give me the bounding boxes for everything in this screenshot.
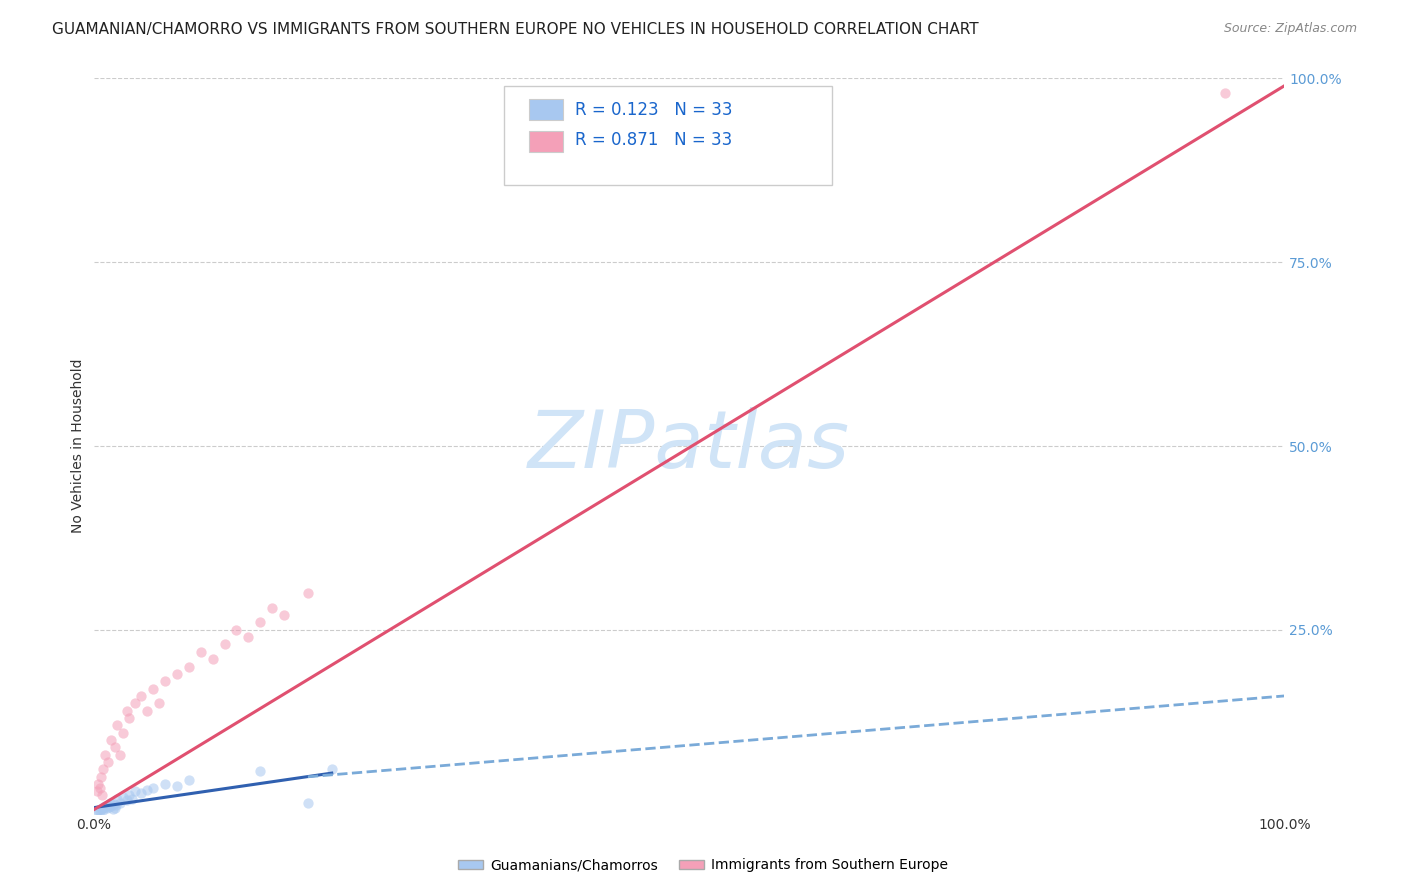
Point <box>90 770 112 784</box>
Point <box>105 798 128 813</box>
Point <box>297 586 319 600</box>
Point <box>91 763 114 777</box>
Point <box>89 780 111 795</box>
Point <box>86 784 108 798</box>
Point <box>297 796 319 810</box>
Point <box>105 792 128 806</box>
Point <box>201 652 224 666</box>
Point <box>118 788 141 802</box>
Point <box>94 799 117 814</box>
Point <box>98 800 121 814</box>
Point <box>104 800 127 814</box>
Point <box>94 747 117 762</box>
Point <box>249 615 271 630</box>
Point <box>100 799 122 814</box>
Point <box>153 674 176 689</box>
Point <box>96 800 118 814</box>
Text: R = 0.123   N = 33: R = 0.123 N = 33 <box>575 101 733 119</box>
Text: ZIPatlas: ZIPatlas <box>527 407 851 485</box>
Point <box>108 747 131 762</box>
Point <box>129 786 152 800</box>
Point <box>166 666 188 681</box>
Point <box>190 645 212 659</box>
Point <box>112 790 135 805</box>
Point <box>153 777 176 791</box>
Point <box>148 696 170 710</box>
Point <box>93 801 115 815</box>
Text: Source: ZipAtlas.com: Source: ZipAtlas.com <box>1223 22 1357 36</box>
Point <box>91 803 114 817</box>
Point <box>104 740 127 755</box>
Point <box>86 805 108 819</box>
Point <box>225 623 247 637</box>
Text: R = 0.871   N = 33: R = 0.871 N = 33 <box>575 131 733 149</box>
Point <box>87 803 110 817</box>
Point <box>142 681 165 696</box>
Point <box>89 804 111 818</box>
Point <box>177 659 200 673</box>
Point <box>214 638 236 652</box>
Point <box>97 797 120 812</box>
Point <box>118 711 141 725</box>
Point <box>90 800 112 814</box>
Point <box>97 755 120 769</box>
Point <box>121 792 143 806</box>
Point <box>1213 86 1236 100</box>
Point <box>87 777 110 791</box>
Point <box>249 764 271 778</box>
Point <box>115 704 138 718</box>
Point <box>124 784 146 798</box>
Point <box>129 689 152 703</box>
Point <box>105 718 128 732</box>
FancyBboxPatch shape <box>505 86 832 185</box>
Point <box>98 796 121 810</box>
Point <box>100 733 122 747</box>
Point <box>136 783 159 797</box>
Point <box>108 796 131 810</box>
Point <box>124 696 146 710</box>
Point <box>101 802 124 816</box>
FancyBboxPatch shape <box>530 99 562 120</box>
Point <box>103 797 125 811</box>
Point <box>90 802 112 816</box>
Point <box>142 780 165 795</box>
Point <box>136 704 159 718</box>
Point <box>273 608 295 623</box>
Point <box>166 779 188 793</box>
Text: GUAMANIAN/CHAMORRO VS IMMIGRANTS FROM SOUTHERN EUROPE NO VEHICLES IN HOUSEHOLD C: GUAMANIAN/CHAMORRO VS IMMIGRANTS FROM SO… <box>52 22 979 37</box>
Point <box>321 763 343 777</box>
Y-axis label: No Vehicles in Household: No Vehicles in Household <box>72 359 86 533</box>
Point <box>262 600 284 615</box>
FancyBboxPatch shape <box>530 131 562 152</box>
Point <box>115 793 138 807</box>
Legend: Guamanians/Chamorros, Immigrants from Southern Europe: Guamanians/Chamorros, Immigrants from So… <box>453 853 953 878</box>
Point <box>177 773 200 788</box>
Point <box>238 630 260 644</box>
Point <box>90 788 112 802</box>
Point <box>112 725 135 739</box>
